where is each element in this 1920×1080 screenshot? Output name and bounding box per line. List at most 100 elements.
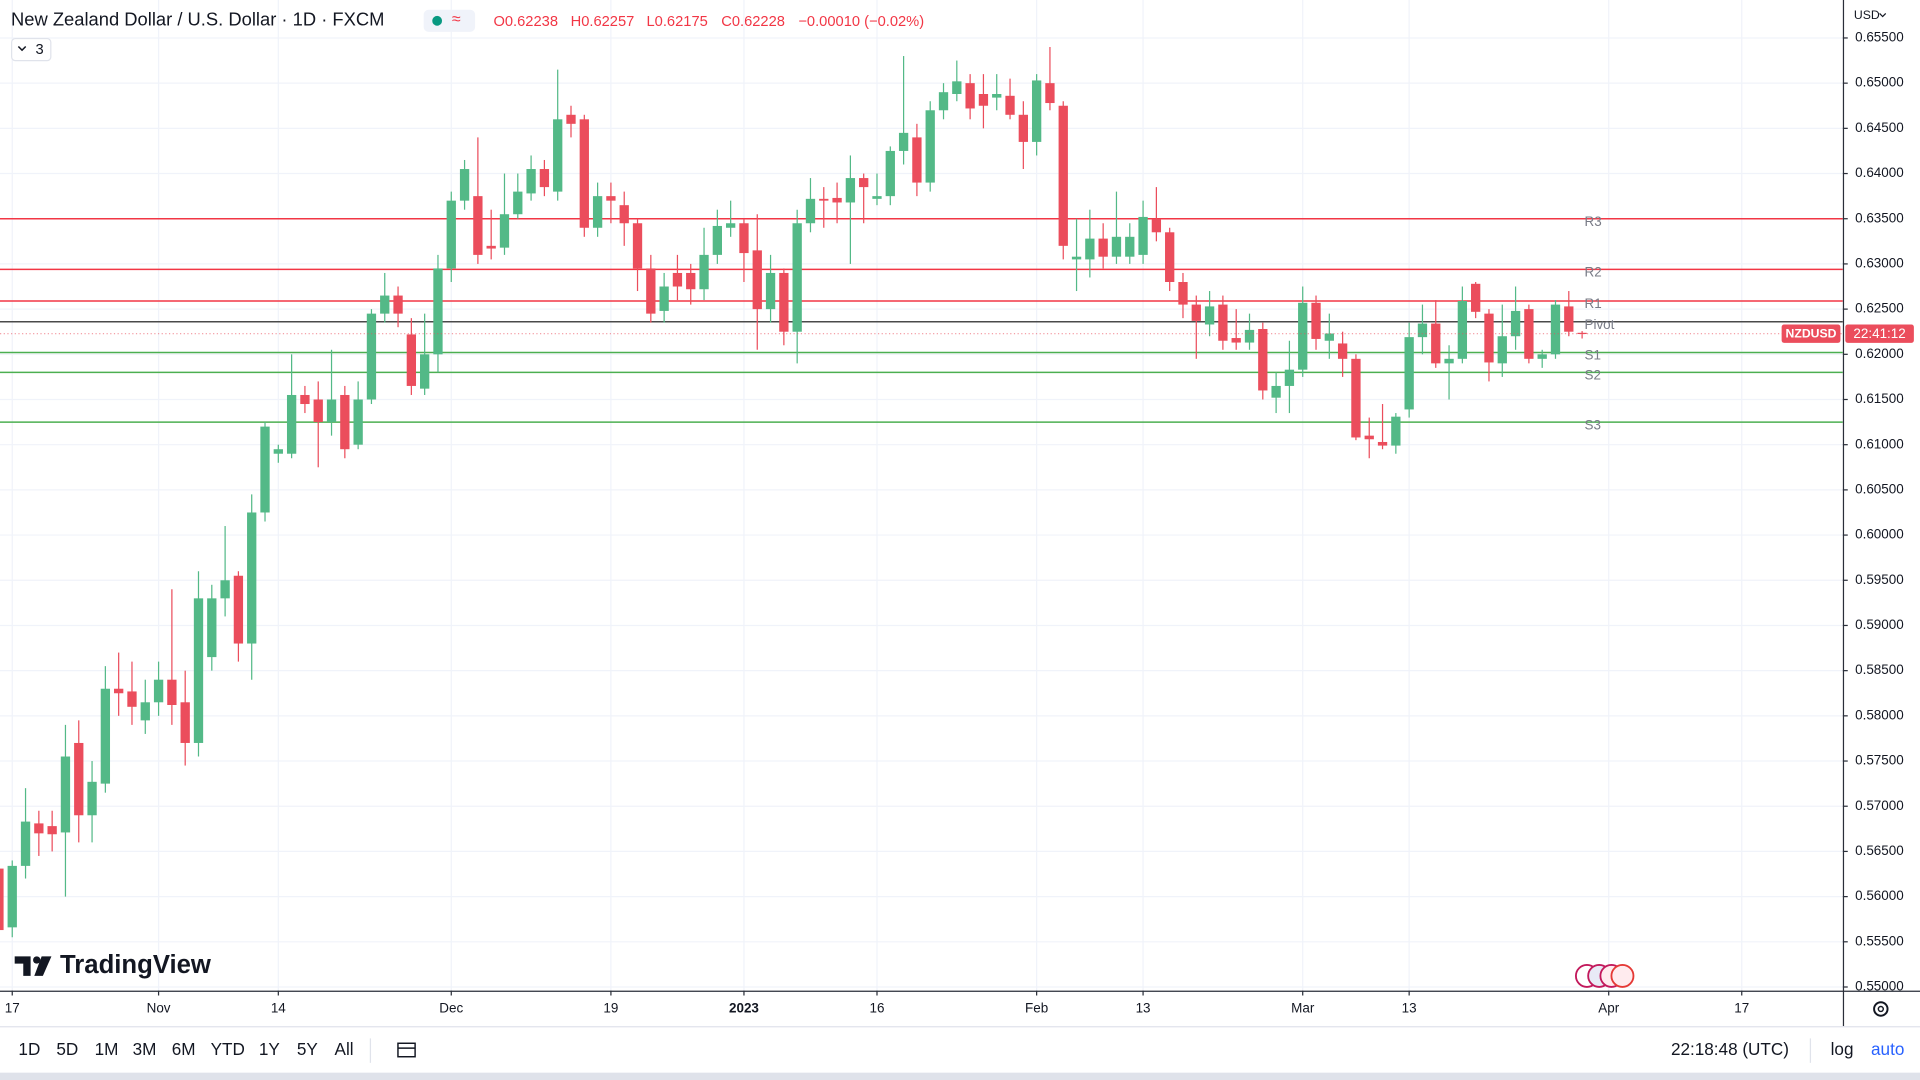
candle-body: [167, 679, 177, 705]
candle-body: [100, 688, 111, 784]
symbol-tag: [1781, 324, 1841, 343]
candle-body: [1058, 105, 1068, 246]
y-tick-label: 0.55000: [1855, 979, 1904, 994]
y-tick-label: 0.64500: [1855, 120, 1904, 135]
candle-body: [938, 92, 949, 111]
candle-body: [553, 119, 563, 192]
candle-body: [446, 200, 456, 269]
candle-body: [1031, 80, 1042, 142]
candle-body: [646, 268, 656, 314]
y-tick-label: 0.61000: [1855, 436, 1904, 451]
currency-label[interactable]: USD: [1854, 8, 1880, 22]
candle-body: [859, 178, 869, 188]
x-tick-label: 17: [5, 1001, 20, 1016]
candle-body: [260, 426, 270, 513]
candle-body: [1471, 283, 1481, 312]
ohlc-close: C0.62228: [721, 14, 785, 30]
range-button[interactable]: 5Y: [297, 1039, 319, 1059]
x-tick-label: 17: [1734, 1001, 1749, 1016]
range-button[interactable]: 6M: [172, 1039, 196, 1059]
candle-body: [87, 781, 97, 816]
candle-body: [420, 354, 430, 389]
candle-body: [1431, 323, 1441, 364]
candle-body: [1151, 218, 1162, 233]
y-tick-label: 0.58000: [1855, 707, 1904, 722]
chevron-icon: [17, 46, 27, 52]
log-toggle[interactable]: log: [1831, 1039, 1854, 1059]
candle-body: [632, 223, 643, 269]
candle-body: [912, 137, 922, 183]
gear-icon: [1873, 1001, 1889, 1017]
candle-body: [1098, 238, 1108, 257]
range-button[interactable]: 1Y: [259, 1039, 281, 1059]
symbol-title[interactable]: New Zealand Dollar / U.S. Dollar · 1D · …: [11, 9, 384, 30]
status-badge[interactable]: [423, 9, 476, 32]
candle-body: [1071, 256, 1082, 260]
candle-body: [1018, 114, 1028, 142]
indicators-toggle[interactable]: [11, 37, 52, 62]
candle-body: [1364, 435, 1374, 440]
candle-body: [433, 268, 443, 355]
auto-toggle[interactable]: auto: [1871, 1039, 1904, 1059]
candle-body: [965, 83, 975, 109]
candle-body: [539, 169, 550, 188]
candle-body: [992, 93, 1002, 98]
candle-body: [1577, 332, 1587, 335]
candle-body: [473, 196, 483, 255]
candle-body: [20, 821, 31, 866]
candle-body: [1125, 236, 1135, 257]
y-tick-label: 0.56500: [1855, 843, 1904, 858]
candle-body: [326, 399, 337, 423]
bottom-strip: [0, 1072, 1920, 1080]
settings-button[interactable]: [1873, 1001, 1889, 1017]
candle-body: [1324, 333, 1334, 341]
candle-body: [978, 93, 989, 106]
brand-logo[interactable]: TradingView: [14, 951, 212, 979]
candle-body: [686, 272, 696, 290]
candle-body: [1231, 338, 1241, 343]
x-tick-label: 2023: [729, 1001, 759, 1016]
gear-icon: [1877, 1005, 1884, 1013]
currency-chevron: [1879, 13, 1887, 18]
pivot-level-label: Pivot: [1584, 317, 1614, 332]
range-button[interactable]: YTD: [211, 1039, 245, 1059]
ohlc-open: O0.62238: [493, 14, 558, 30]
candle-body: [220, 580, 230, 599]
candle-body: [526, 169, 536, 194]
candle-body: [60, 756, 71, 833]
candle-body: [1244, 329, 1255, 343]
candle-body: [1404, 337, 1414, 410]
candle-body: [1204, 306, 1215, 325]
event-flags[interactable]: [1575, 963, 1635, 988]
y-tick-label: 0.62000: [1855, 346, 1904, 361]
candle-body: [153, 679, 164, 703]
candle-body: [1391, 416, 1401, 446]
candle-body: [1298, 302, 1308, 370]
candle-body: [513, 191, 523, 215]
clock[interactable]: 22:18:48 (UTC): [1671, 1039, 1789, 1059]
candle-body: [832, 197, 842, 203]
candle-body: [1550, 304, 1561, 355]
candle-body: [725, 223, 736, 228]
candle-body: [233, 575, 244, 644]
y-tick-label: 0.65500: [1855, 30, 1904, 45]
range-button[interactable]: 5D: [56, 1039, 78, 1059]
candle-body: [672, 272, 683, 287]
range-button[interactable]: All: [335, 1039, 354, 1059]
range-button[interactable]: 3M: [133, 1039, 157, 1059]
y-tick-label: 0.60000: [1855, 527, 1904, 542]
calendar-icon: [397, 1042, 416, 1058]
candle-body: [1191, 304, 1201, 321]
range-button[interactable]: 1M: [95, 1039, 119, 1059]
candle-body: [805, 198, 816, 224]
candle-body: [592, 196, 603, 228]
pivot-levels: R3 R2 R1 Pivot S1 S2 S3: [0, 214, 1843, 432]
candle-body: [140, 702, 150, 721]
ohlc-change: −0.00010 (−0.02%): [798, 14, 924, 30]
y-tick-label: 0.56000: [1855, 888, 1904, 903]
candle-body: [792, 223, 802, 332]
range-button[interactable]: 1D: [18, 1039, 40, 1059]
goto-date-button[interactable]: [397, 1042, 416, 1058]
